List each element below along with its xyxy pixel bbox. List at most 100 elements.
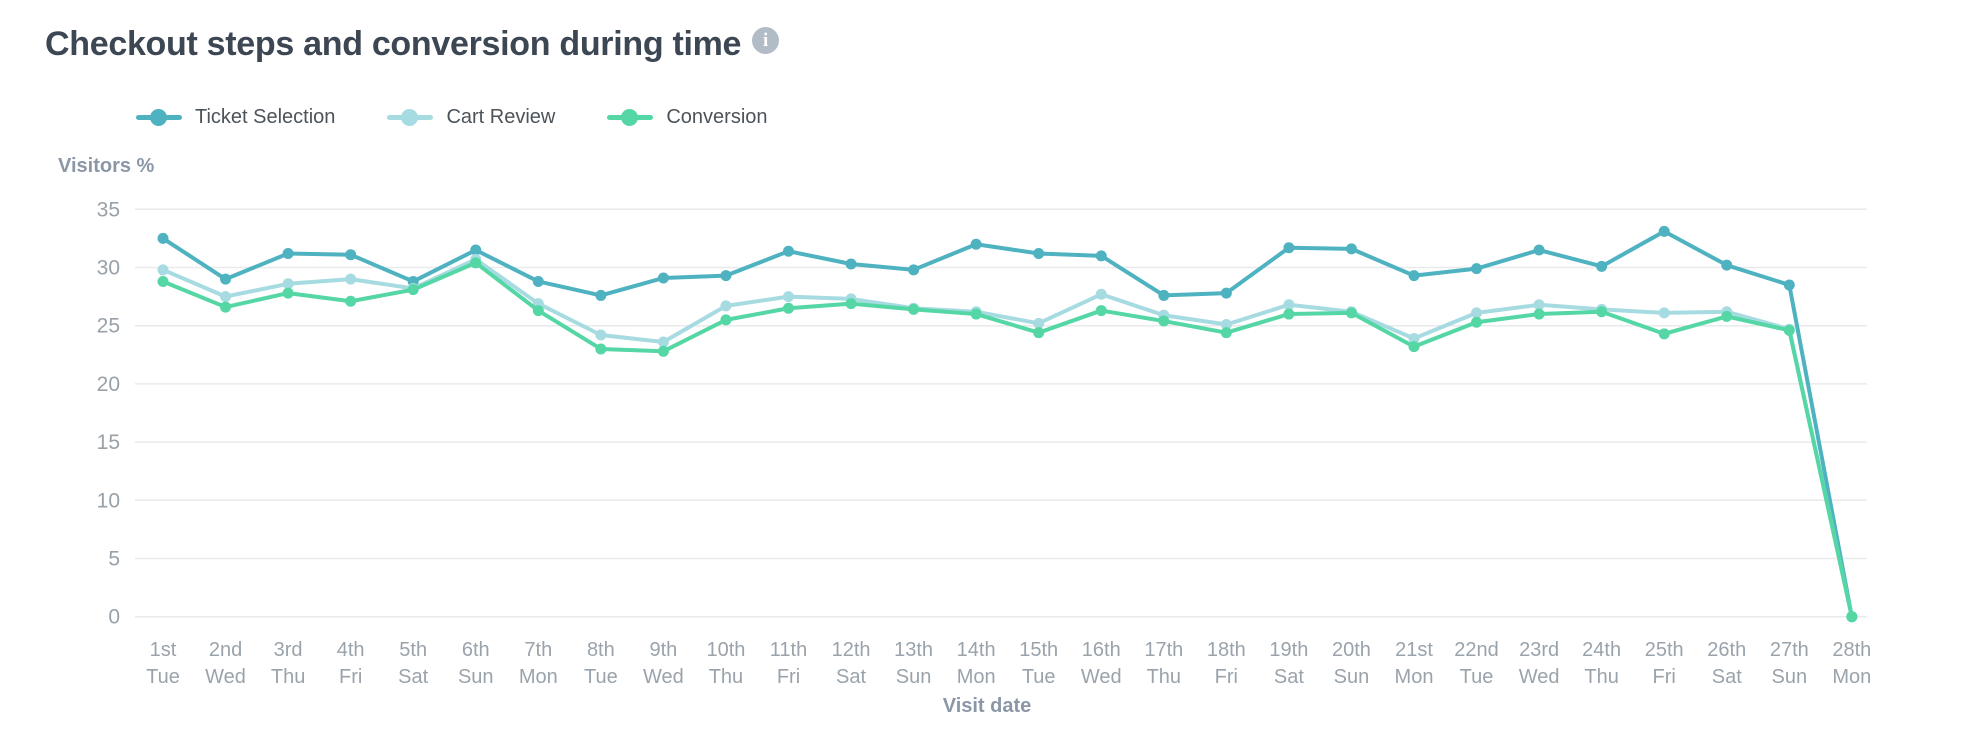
data-point-ticket-selection-22[interactable]	[1471, 263, 1483, 275]
data-point-conversion-9[interactable]	[657, 345, 669, 357]
x-tick-7-line1: 7th	[524, 639, 552, 661]
x-axis-title: Visit date	[943, 695, 1032, 717]
x-tick-27-line2: Sun	[1772, 666, 1808, 688]
data-point-conversion-19[interactable]	[1283, 308, 1295, 320]
data-point-conversion-5[interactable]	[407, 284, 419, 296]
data-point-conversion-27[interactable]	[1783, 324, 1795, 336]
data-point-conversion-22[interactable]	[1471, 316, 1483, 328]
data-point-cart-review-8[interactable]	[595, 329, 607, 341]
data-point-ticket-selection-4[interactable]	[345, 249, 357, 261]
x-tick-13-line2: Sun	[896, 666, 932, 688]
data-point-conversion-23[interactable]	[1533, 308, 1545, 320]
x-tick-20-line1: 20th	[1332, 639, 1371, 661]
x-tick-1-line2: Tue	[146, 666, 180, 688]
data-point-conversion-8[interactable]	[595, 343, 607, 355]
data-point-conversion-25[interactable]	[1658, 328, 1670, 340]
data-point-ticket-selection-19[interactable]	[1283, 242, 1295, 254]
data-point-cart-review-10[interactable]	[720, 300, 732, 312]
data-point-ticket-selection-7[interactable]	[532, 275, 544, 287]
legend-item-ticket-selection[interactable]: Ticket Selection	[136, 106, 335, 129]
data-point-cart-review-19[interactable]	[1283, 299, 1295, 311]
data-point-conversion-6[interactable]	[470, 257, 482, 269]
data-point-ticket-selection-15[interactable]	[1033, 248, 1045, 260]
data-point-ticket-selection-23[interactable]	[1533, 244, 1545, 256]
legend-item-cart-review[interactable]: Cart Review	[387, 106, 555, 129]
data-point-ticket-selection-3[interactable]	[282, 248, 294, 260]
data-point-conversion-10[interactable]	[720, 314, 732, 326]
data-point-conversion-16[interactable]	[1095, 305, 1107, 317]
data-point-cart-review-15[interactable]	[1033, 317, 1045, 329]
data-point-conversion-2[interactable]	[220, 301, 232, 313]
data-point-ticket-selection-17[interactable]	[1158, 289, 1170, 301]
data-point-ticket-selection-10[interactable]	[720, 270, 732, 282]
data-point-conversion-28[interactable]	[1846, 611, 1858, 623]
series-line-conversion	[161, 260, 1854, 619]
data-point-ticket-selection-26[interactable]	[1721, 259, 1733, 271]
data-point-conversion-14[interactable]	[970, 308, 982, 320]
x-tick-4-line2: Fri	[339, 666, 362, 688]
data-point-conversion-13[interactable]	[908, 303, 920, 315]
data-point-cart-review-18[interactable]	[1220, 319, 1232, 331]
data-point-conversion-1[interactable]	[157, 275, 169, 287]
data-point-cart-review-16[interactable]	[1095, 288, 1107, 300]
data-point-ticket-selection-11[interactable]	[783, 245, 794, 257]
data-point-ticket-selection-13[interactable]	[908, 264, 920, 276]
data-point-conversion-26[interactable]	[1721, 310, 1733, 322]
info-icon[interactable]: i	[752, 27, 780, 54]
data-point-conversion-20[interactable]	[1345, 307, 1357, 319]
data-point-cart-review-21[interactable]	[1408, 333, 1420, 345]
data-point-conversion-12[interactable]	[845, 298, 857, 310]
x-tick-23-line1: 23rd	[1519, 639, 1559, 661]
data-point-conversion-24[interactable]	[1596, 306, 1608, 318]
data-point-ticket-selection-16[interactable]	[1095, 250, 1107, 262]
data-point-conversion-18[interactable]	[1220, 327, 1232, 339]
legend-marker-cart-review	[387, 109, 434, 126]
x-tick-3-line1: 3rd	[274, 639, 303, 661]
x-tick-28-line1: 28th	[1832, 639, 1871, 661]
x-tick-24-line2: Thu	[1584, 666, 1618, 688]
data-point-cart-review-3[interactable]	[282, 278, 294, 290]
x-tick-3-line2: Thu	[271, 666, 305, 688]
data-point-ticket-selection-8[interactable]	[595, 289, 607, 301]
x-tick-1-line1: 1st	[150, 639, 177, 661]
data-point-ticket-selection-18[interactable]	[1220, 287, 1232, 299]
data-point-cart-review-23[interactable]	[1533, 299, 1545, 311]
x-tick-6-line2: Sun	[458, 666, 494, 688]
x-tick-12-line1: 12th	[832, 639, 871, 661]
data-point-conversion-11[interactable]	[783, 302, 794, 314]
data-point-ticket-selection-20[interactable]	[1345, 243, 1357, 255]
data-point-conversion-21[interactable]	[1408, 341, 1420, 353]
data-point-cart-review-2[interactable]	[220, 291, 232, 303]
legend-label-cart-review: Cart Review	[446, 106, 556, 128]
data-point-ticket-selection-12[interactable]	[845, 258, 857, 270]
data-point-conversion-4[interactable]	[345, 295, 357, 307]
x-tick-15-line1: 15th	[1019, 639, 1058, 661]
y-tick-15: 15	[97, 431, 120, 454]
data-point-ticket-selection-25[interactable]	[1658, 225, 1670, 237]
data-point-ticket-selection-9[interactable]	[657, 272, 669, 284]
data-point-conversion-17[interactable]	[1158, 315, 1170, 327]
series-line-ticket-selection	[161, 229, 1854, 619]
data-point-ticket-selection-1[interactable]	[157, 232, 169, 244]
data-point-cart-review-22[interactable]	[1471, 307, 1483, 319]
data-point-cart-review-9[interactable]	[657, 336, 669, 348]
x-tick-5-line1: 5th	[399, 639, 427, 661]
x-tick-18-line1: 18th	[1207, 639, 1246, 661]
data-point-conversion-15[interactable]	[1033, 327, 1045, 339]
data-point-ticket-selection-6[interactable]	[470, 244, 482, 256]
data-point-cart-review-11[interactable]	[783, 291, 794, 303]
data-point-conversion-3[interactable]	[282, 287, 294, 299]
data-point-ticket-selection-2[interactable]	[220, 273, 232, 285]
data-point-ticket-selection-27[interactable]	[1783, 279, 1795, 291]
data-point-cart-review-1[interactable]	[157, 264, 169, 276]
legend-item-conversion[interactable]: Conversion	[607, 106, 768, 129]
data-point-conversion-7[interactable]	[532, 305, 544, 317]
data-point-ticket-selection-24[interactable]	[1596, 260, 1608, 272]
data-point-ticket-selection-21[interactable]	[1408, 270, 1420, 282]
legend-label-conversion: Conversion	[666, 106, 768, 128]
x-tick-25-line2: Fri	[1653, 666, 1676, 688]
data-point-cart-review-25[interactable]	[1658, 307, 1670, 319]
data-point-cart-review-4[interactable]	[345, 273, 357, 285]
data-point-ticket-selection-14[interactable]	[970, 238, 982, 250]
